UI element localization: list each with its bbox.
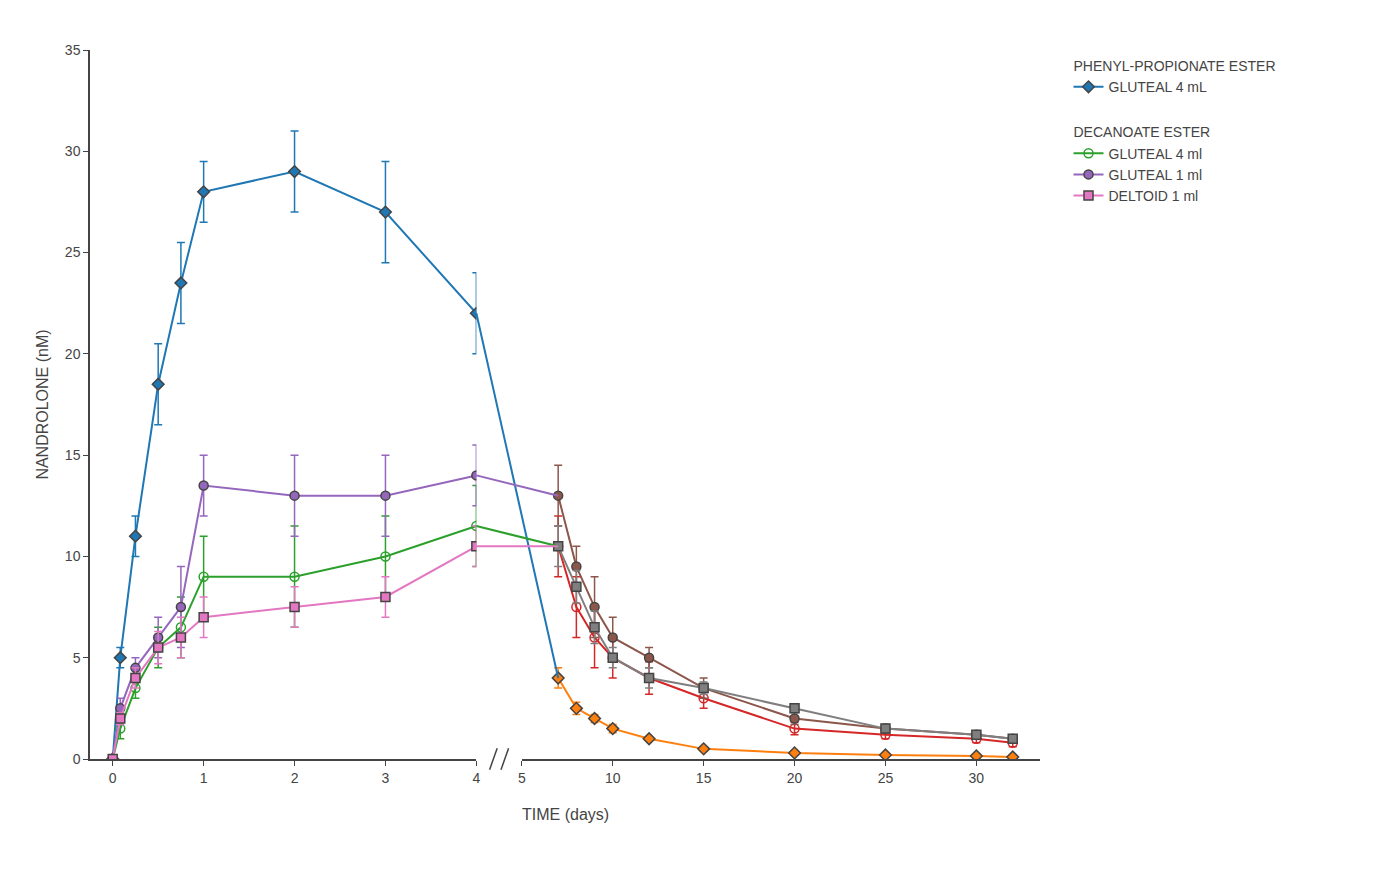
svg-text:30: 30: [65, 143, 81, 159]
svg-text:4: 4: [472, 770, 480, 786]
svg-text:0: 0: [73, 751, 81, 767]
svg-text:0: 0: [109, 770, 117, 786]
svg-text:10: 10: [605, 770, 621, 786]
svg-text:1: 1: [200, 770, 208, 786]
svg-text:GLUTEAL 4 mL: GLUTEAL 4 mL: [1109, 79, 1208, 95]
svg-text:15: 15: [696, 770, 712, 786]
svg-text:25: 25: [878, 770, 894, 786]
svg-text:GLUTEAL 1 ml: GLUTEAL 1 ml: [1109, 167, 1203, 183]
svg-text:20: 20: [787, 770, 803, 786]
svg-text:5: 5: [518, 770, 526, 786]
svg-text:30: 30: [969, 770, 985, 786]
svg-text:DECANOATE ESTER: DECANOATE ESTER: [1074, 124, 1211, 140]
svg-text:GLUTEAL 4 ml: GLUTEAL 4 ml: [1109, 146, 1203, 162]
svg-text:2: 2: [291, 770, 299, 786]
svg-text:DELTOID 1 ml: DELTOID 1 ml: [1109, 188, 1199, 204]
svg-text:3: 3: [382, 770, 390, 786]
svg-text:NANDROLONE (nM): NANDROLONE (nM): [34, 329, 51, 479]
svg-text:25: 25: [65, 244, 81, 260]
svg-text:PHENYL-PROPIONATE ESTER: PHENYL-PROPIONATE ESTER: [1074, 58, 1276, 74]
svg-text:20: 20: [65, 346, 81, 362]
svg-text:5: 5: [73, 650, 81, 666]
svg-text:35: 35: [65, 42, 81, 58]
svg-text:10: 10: [65, 548, 81, 564]
svg-text:15: 15: [65, 447, 81, 463]
svg-text:TIME (days): TIME (days): [522, 806, 609, 823]
